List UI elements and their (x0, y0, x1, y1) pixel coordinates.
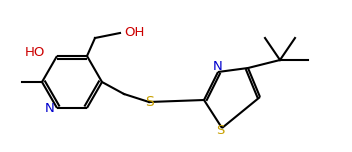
Text: N: N (213, 59, 223, 73)
Text: HO: HO (25, 45, 45, 59)
Text: N: N (45, 102, 55, 114)
Text: S: S (145, 95, 153, 109)
Text: OH: OH (124, 26, 144, 38)
Text: S: S (216, 123, 224, 136)
